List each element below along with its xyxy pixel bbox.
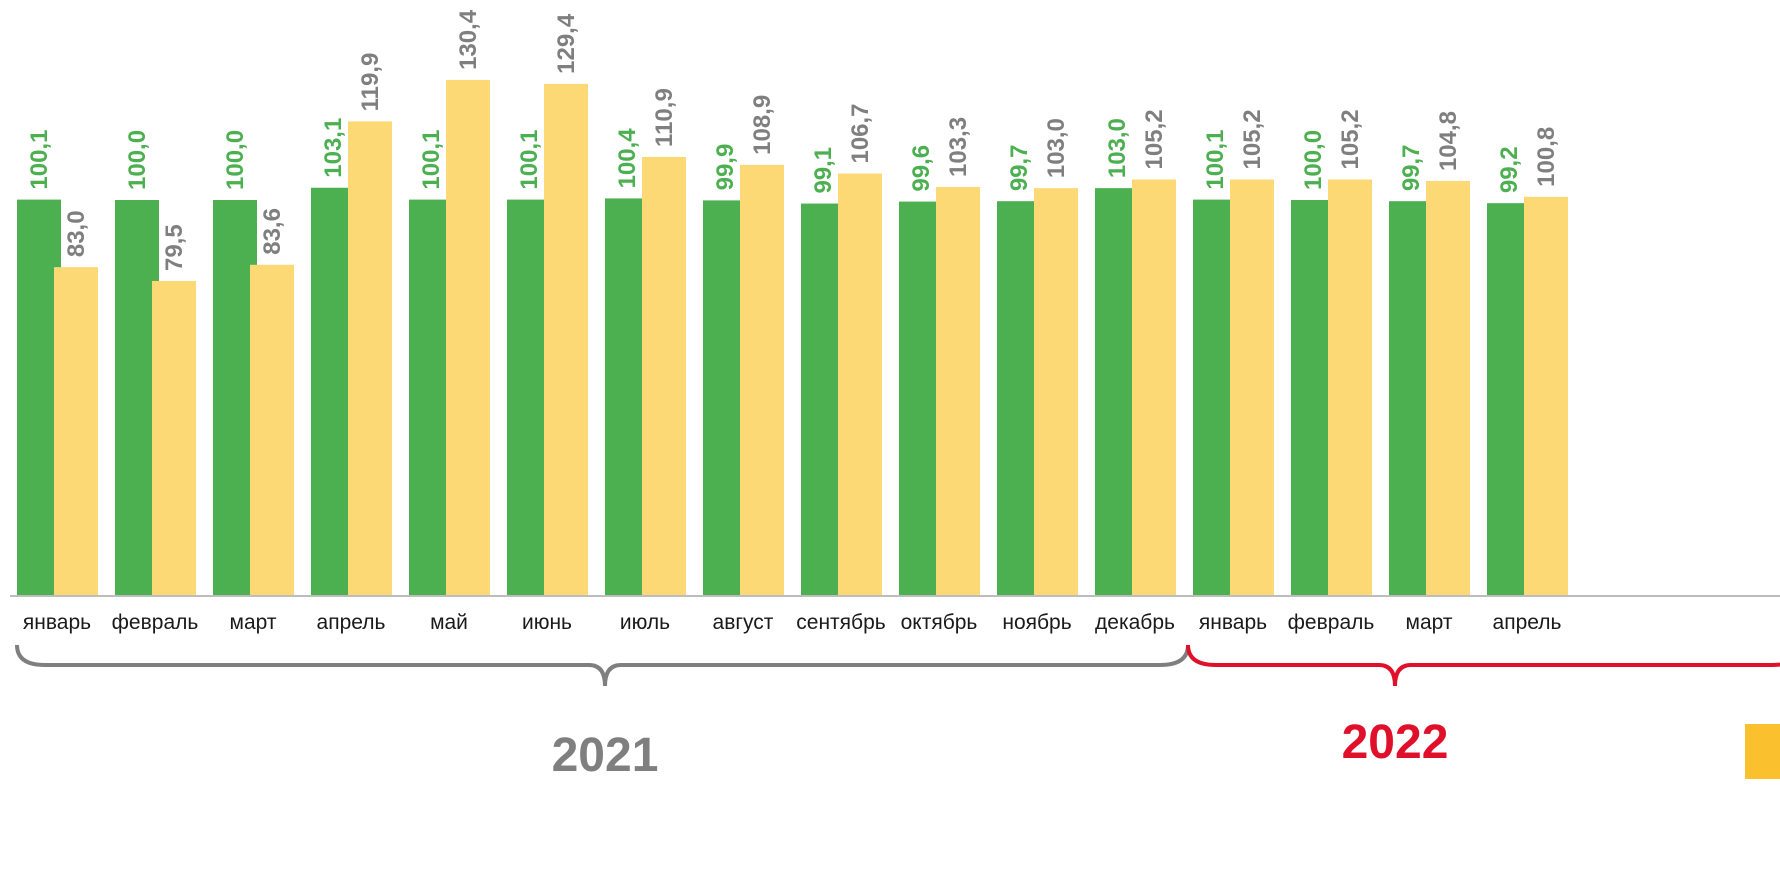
category-label-5: июнь xyxy=(522,611,572,634)
value-label-s1-4: 100,1 xyxy=(418,130,445,190)
value-label-s2-3: 119,9 xyxy=(357,53,384,112)
bar-s2-15 xyxy=(1524,196,1568,595)
value-label-s1-10: 99,7 xyxy=(1006,144,1033,191)
value-label-s1-5: 100,1 xyxy=(516,130,543,190)
category-labels: январь февраль март апрель май июнь июль август… xyxy=(23,611,1562,634)
value-label-s1-9: 99,6 xyxy=(908,145,935,192)
value-label-s2-1: 79,5 xyxy=(161,224,188,271)
bar-s1-9 xyxy=(899,201,943,595)
bar-s1-8 xyxy=(801,203,845,595)
value-label-s2-11: 105,2 xyxy=(1141,109,1168,169)
category-label-4: май xyxy=(430,611,468,634)
value-labels: 100,1 83,0 100,0 79,5 100,0 83,6 103,1 119,9 100… xyxy=(26,9,1560,271)
category-label-3: апрель xyxy=(317,611,386,634)
value-label-s2-9: 103,3 xyxy=(945,117,972,177)
value-label-s2-15: 100,8 xyxy=(1533,127,1560,187)
bar-s2-12 xyxy=(1230,179,1274,595)
value-label-s2-4: 130,4 xyxy=(455,9,482,70)
group-label-2022: 2022 xyxy=(1342,716,1449,769)
bar-s2-3 xyxy=(348,121,392,596)
value-label-s1-7: 99,9 xyxy=(712,144,739,191)
category-label-10: ноябрь xyxy=(1002,611,1071,634)
category-label-11: декабрь xyxy=(1095,611,1175,634)
category-label-13: февраль xyxy=(1288,611,1375,634)
value-label-s2-0: 83,0 xyxy=(63,210,90,257)
bar-s2-10 xyxy=(1034,188,1078,595)
bar-s2-2 xyxy=(250,264,294,595)
group-label-2021: 2021 xyxy=(552,729,659,782)
value-label-s2-12: 105,2 xyxy=(1239,109,1266,169)
value-label-s2-13: 105,2 xyxy=(1337,109,1364,169)
value-label-s1-14: 99,7 xyxy=(1398,144,1425,191)
category-label-14: март xyxy=(1406,611,1453,634)
bar-s1-4 xyxy=(409,199,453,596)
value-label-s2-6: 110,9 xyxy=(651,88,678,147)
category-label-12: январь xyxy=(1199,611,1267,634)
value-label-s1-8: 99,1 xyxy=(810,147,837,194)
bar-s2-14 xyxy=(1426,181,1470,596)
value-label-s1-0: 100,1 xyxy=(26,130,53,190)
value-label-s2-5: 129,4 xyxy=(553,13,580,74)
bar-s2-6 xyxy=(642,156,686,595)
year-groups: 2021 2022 xyxy=(15,644,1780,782)
bar-s1-2 xyxy=(213,200,257,595)
category-label-6: июль xyxy=(620,611,670,634)
bar-s1-12 xyxy=(1193,199,1237,596)
bar-s1-14 xyxy=(1389,201,1433,595)
group-brace-2021 xyxy=(15,644,1190,687)
bar-s2-7 xyxy=(740,164,784,595)
category-label-2: март xyxy=(230,611,277,634)
bar-s2-13 xyxy=(1328,179,1372,595)
bar-s2-0 xyxy=(54,267,98,595)
bar-s2-5 xyxy=(544,83,588,596)
bar-s1-6 xyxy=(605,198,649,596)
bar-s1-1 xyxy=(115,200,159,595)
value-label-s1-12: 100,1 xyxy=(1202,130,1229,190)
group-brace-2022 xyxy=(1186,644,1780,687)
value-label-s1-1: 100,0 xyxy=(124,130,151,190)
category-label-0: январь xyxy=(23,611,91,634)
category-label-15: апрель xyxy=(1493,611,1562,634)
bar-s2-11 xyxy=(1132,179,1176,595)
value-label-s2-8: 106,7 xyxy=(847,103,874,163)
category-label-1: февраль xyxy=(112,611,199,634)
bar-s2-1 xyxy=(152,280,196,595)
bar-s1-10 xyxy=(997,201,1041,595)
bar-s1-0 xyxy=(17,199,61,596)
category-label-9: октябрь xyxy=(901,611,978,634)
bar-s1-3 xyxy=(311,187,355,595)
bar-s1-11 xyxy=(1095,188,1139,595)
bar-s1-7 xyxy=(703,200,747,595)
value-label-s1-2: 100,0 xyxy=(222,130,249,190)
value-label-s1-11: 103,0 xyxy=(1104,118,1131,178)
bar-s1-15 xyxy=(1487,203,1531,595)
value-label-s2-2: 83,6 xyxy=(259,208,286,255)
bar-s1-5 xyxy=(507,199,551,596)
value-label-s2-7: 108,9 xyxy=(749,95,776,155)
value-label-s1-15: 99,2 xyxy=(1496,146,1523,193)
bar-s2-8 xyxy=(838,173,882,595)
category-label-8: сентябрь xyxy=(796,611,885,634)
category-label-7: август xyxy=(713,611,774,634)
bar-s2-4 xyxy=(446,79,490,596)
value-label-s1-3: 103,1 xyxy=(320,118,347,178)
bar-s2-9 xyxy=(936,186,980,595)
value-label-s1-13: 100,0 xyxy=(1300,130,1327,190)
bars xyxy=(17,79,1568,596)
legend-marker xyxy=(1745,724,1780,779)
value-label-s2-10: 103,0 xyxy=(1043,118,1070,178)
value-label-s2-14: 104,8 xyxy=(1435,111,1462,171)
value-label-s1-6: 100,4 xyxy=(614,128,641,189)
bar-s1-13 xyxy=(1291,200,1335,595)
